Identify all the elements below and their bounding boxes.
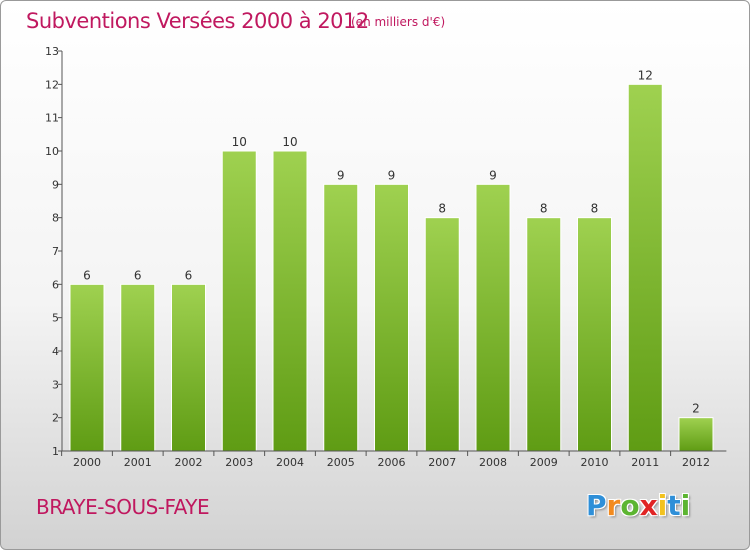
logo-letter: x [639, 489, 658, 522]
x-tick-label-2011: 2011 [631, 456, 659, 469]
data-label-2009: 8 [540, 202, 548, 216]
y-tick-label: 3 [52, 378, 59, 391]
data-label-2002: 6 [185, 268, 193, 282]
bars: 6 6 6 10 10 9 9 8 9 8 8 12 2 [69, 68, 714, 452]
x-tick-label-2005: 2005 [327, 456, 355, 469]
y-tick-label: 7 [52, 245, 59, 258]
x-tick-label-2010: 2010 [581, 456, 609, 469]
logo-letter: i [657, 489, 668, 522]
data-label-2010: 8 [591, 202, 599, 216]
data-label-2001: 6 [134, 268, 142, 282]
x-tick-label-2003: 2003 [225, 456, 253, 469]
x-tick-label-2004: 2004 [276, 456, 304, 469]
chart-title: Subventions Versées 2000 à 2012 [26, 9, 369, 33]
y-tick-label: 9 [52, 178, 59, 191]
y-tick-label: 2 [52, 412, 59, 425]
x-tick-label-2006: 2006 [378, 456, 406, 469]
data-label-2006: 9 [388, 168, 396, 182]
commune-name: BRAYE-SOUS-FAYE [36, 495, 210, 519]
bar-2002 [171, 283, 206, 452]
proxiti-logo: Proxiti [586, 489, 690, 522]
bar-2006 [374, 183, 409, 452]
chart-subtitle: (en milliers d'€) [351, 15, 446, 29]
bar-2003 [221, 150, 257, 452]
bar-2001 [120, 283, 156, 452]
bar-2007 [424, 217, 460, 452]
y-tick-label: 5 [52, 312, 59, 325]
data-label-2011: 12 [638, 68, 653, 82]
x-tick-label-2001: 2001 [124, 456, 152, 469]
x-tick-label-2012: 2012 [682, 456, 710, 469]
logo-letter: P [586, 489, 607, 522]
data-label-2012: 2 [692, 402, 700, 416]
data-label-2000: 6 [83, 268, 91, 282]
bar-2005 [323, 183, 359, 452]
x-tick-label-2008: 2008 [479, 456, 507, 469]
logo-letter: o [620, 489, 640, 522]
y-tick-label: 6 [52, 278, 59, 291]
x-tick-label-2000: 2000 [73, 456, 101, 469]
bar-2010 [577, 217, 612, 452]
bar-2011 [627, 83, 663, 452]
bar-2008 [475, 183, 511, 452]
bar-2012 [678, 417, 714, 452]
data-label-2005: 9 [337, 168, 345, 182]
bar-2004 [272, 150, 308, 452]
y-tick-label: 1 [52, 445, 59, 458]
logo-letter: i [680, 489, 691, 522]
y-tick-label: 12 [45, 78, 59, 91]
x-axis: 2000 2001 2002 2003 2004 2005 2006 2007 2008 2009… [61, 450, 727, 469]
data-label-2004: 10 [282, 135, 297, 149]
data-label-2007: 8 [438, 202, 446, 216]
y-tick-label: 11 [45, 112, 59, 125]
logo-letter: t [667, 489, 681, 522]
y-tick-label: 13 [45, 45, 59, 58]
logo-letter: r [606, 489, 621, 522]
y-tick-label: 4 [52, 345, 59, 358]
x-tick-label-2002: 2002 [175, 456, 203, 469]
bar-2009 [526, 217, 562, 452]
bar-2000 [69, 283, 105, 452]
data-label-2003: 10 [232, 135, 247, 149]
x-tick-label-2007: 2007 [428, 456, 456, 469]
data-label-2008: 9 [489, 168, 497, 182]
y-tick-label: 8 [52, 212, 59, 225]
y-tick-label: 10 [45, 145, 59, 158]
x-tick-label-2009: 2009 [530, 456, 558, 469]
